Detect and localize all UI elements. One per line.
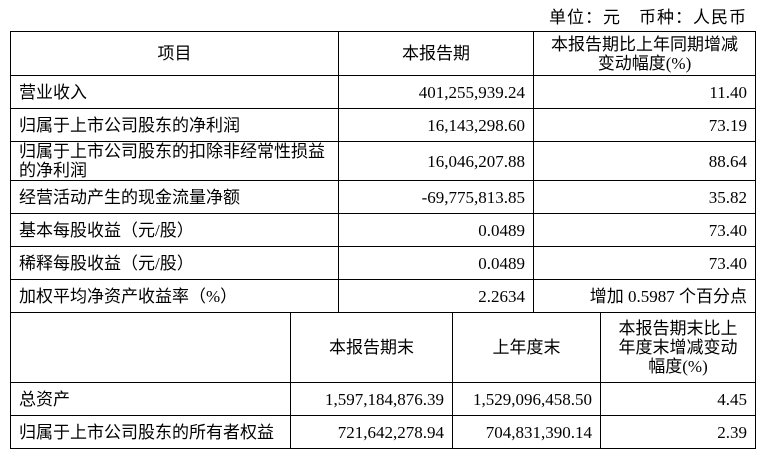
table-header-row: 本报告期末 上年度末 本报告期末比上 年度末增减变动 幅度(%) — [10, 312, 756, 383]
table-row: 总资产 1,597,184,876.39 1,529,096,458.50 4.… — [10, 382, 756, 416]
current-period-cell: 16,046,207.88 — [338, 141, 534, 181]
current-period-cell: 0.0489 — [338, 213, 534, 247]
item-cell: 归属于上市公司股东的净利润 — [10, 108, 339, 142]
table-row: 加权平均净资产收益率（%） 2.2634 增加 0.5987 个百分点 — [10, 279, 756, 313]
item-cell: 基本每股收益（元/股） — [10, 213, 339, 247]
table-row: 经营活动产生的现金流量净额 -69,775,813.85 35.82 — [10, 180, 756, 214]
change-cell: 35.82 — [533, 180, 756, 214]
change-cell: 73.40 — [533, 213, 756, 247]
col-header-item-empty — [10, 312, 291, 383]
prior-year-end-cell: 704,831,390.14 — [452, 415, 601, 449]
col-header-item: 项目 — [10, 31, 339, 76]
change-cell: 73.19 — [533, 108, 756, 142]
change-cell: 73.40 — [533, 246, 756, 280]
unit-currency-label: 单位：元 币种：人民币 — [549, 8, 747, 27]
col-header-period-end: 本报告期末 — [290, 312, 453, 383]
change-cell: 2.39 — [600, 415, 756, 449]
current-period-cell: 401,255,939.24 — [338, 75, 534, 109]
balance-summary-table: 本报告期末 上年度末 本报告期末比上 年度末增减变动 幅度(%) 总资产 1,5… — [10, 312, 756, 449]
period-end-cell: 721,642,278.94 — [290, 415, 453, 449]
table-row: 基本每股收益（元/股） 0.0489 73.40 — [10, 213, 756, 247]
table-row: 营业收入 401,255,939.24 11.40 — [10, 75, 756, 109]
table-row: 归属于上市公司股东的扣除非经常性损益的净利润 16,046,207.88 88.… — [10, 141, 756, 181]
period-end-cell: 1,597,184,876.39 — [290, 382, 453, 416]
current-period-cell: -69,775,813.85 — [338, 180, 534, 214]
table-row: 稀释每股收益（元/股） 0.0489 73.40 — [10, 246, 756, 280]
col-header-change: 本报告期末比上 年度末增减变动 幅度(%) — [600, 312, 756, 383]
item-cell: 经营活动产生的现金流量净额 — [10, 180, 339, 214]
current-period-cell: 16,143,298.60 — [338, 108, 534, 142]
current-period-cell: 0.0489 — [338, 246, 534, 280]
change-cell: 11.40 — [533, 75, 756, 109]
col-header-change: 本报告期比上年同期增减 变动幅度(%) — [533, 31, 756, 76]
item-cell: 归属于上市公司股东的扣除非经常性损益的净利润 — [10, 141, 339, 181]
change-cell: 88.64 — [533, 141, 756, 181]
item-cell: 加权平均净资产收益率（%） — [10, 279, 339, 313]
col-header-current-period: 本报告期 — [338, 31, 534, 76]
change-cell: 增加 0.5987 个百分点 — [533, 279, 756, 313]
change-cell: 4.45 — [600, 382, 756, 416]
table-header-row: 项目 本报告期 本报告期比上年同期增减 变动幅度(%) — [10, 31, 756, 76]
item-cell: 营业收入 — [10, 75, 339, 109]
period-summary-table: 项目 本报告期 本报告期比上年同期增减 变动幅度(%) 营业收入 401,255… — [10, 31, 756, 313]
table-row: 归属于上市公司股东的净利润 16,143,298.60 73.19 — [10, 108, 756, 142]
item-cell: 归属于上市公司股东的所有者权益 — [10, 415, 291, 449]
item-cell: 总资产 — [10, 382, 291, 416]
col-header-prior-year-end: 上年度末 — [452, 312, 601, 383]
prior-year-end-cell: 1,529,096,458.50 — [452, 382, 601, 416]
item-cell: 稀释每股收益（元/股） — [10, 246, 339, 280]
current-period-cell: 2.2634 — [338, 279, 534, 313]
table-row: 归属于上市公司股东的所有者权益 721,642,278.94 704,831,3… — [10, 415, 756, 449]
